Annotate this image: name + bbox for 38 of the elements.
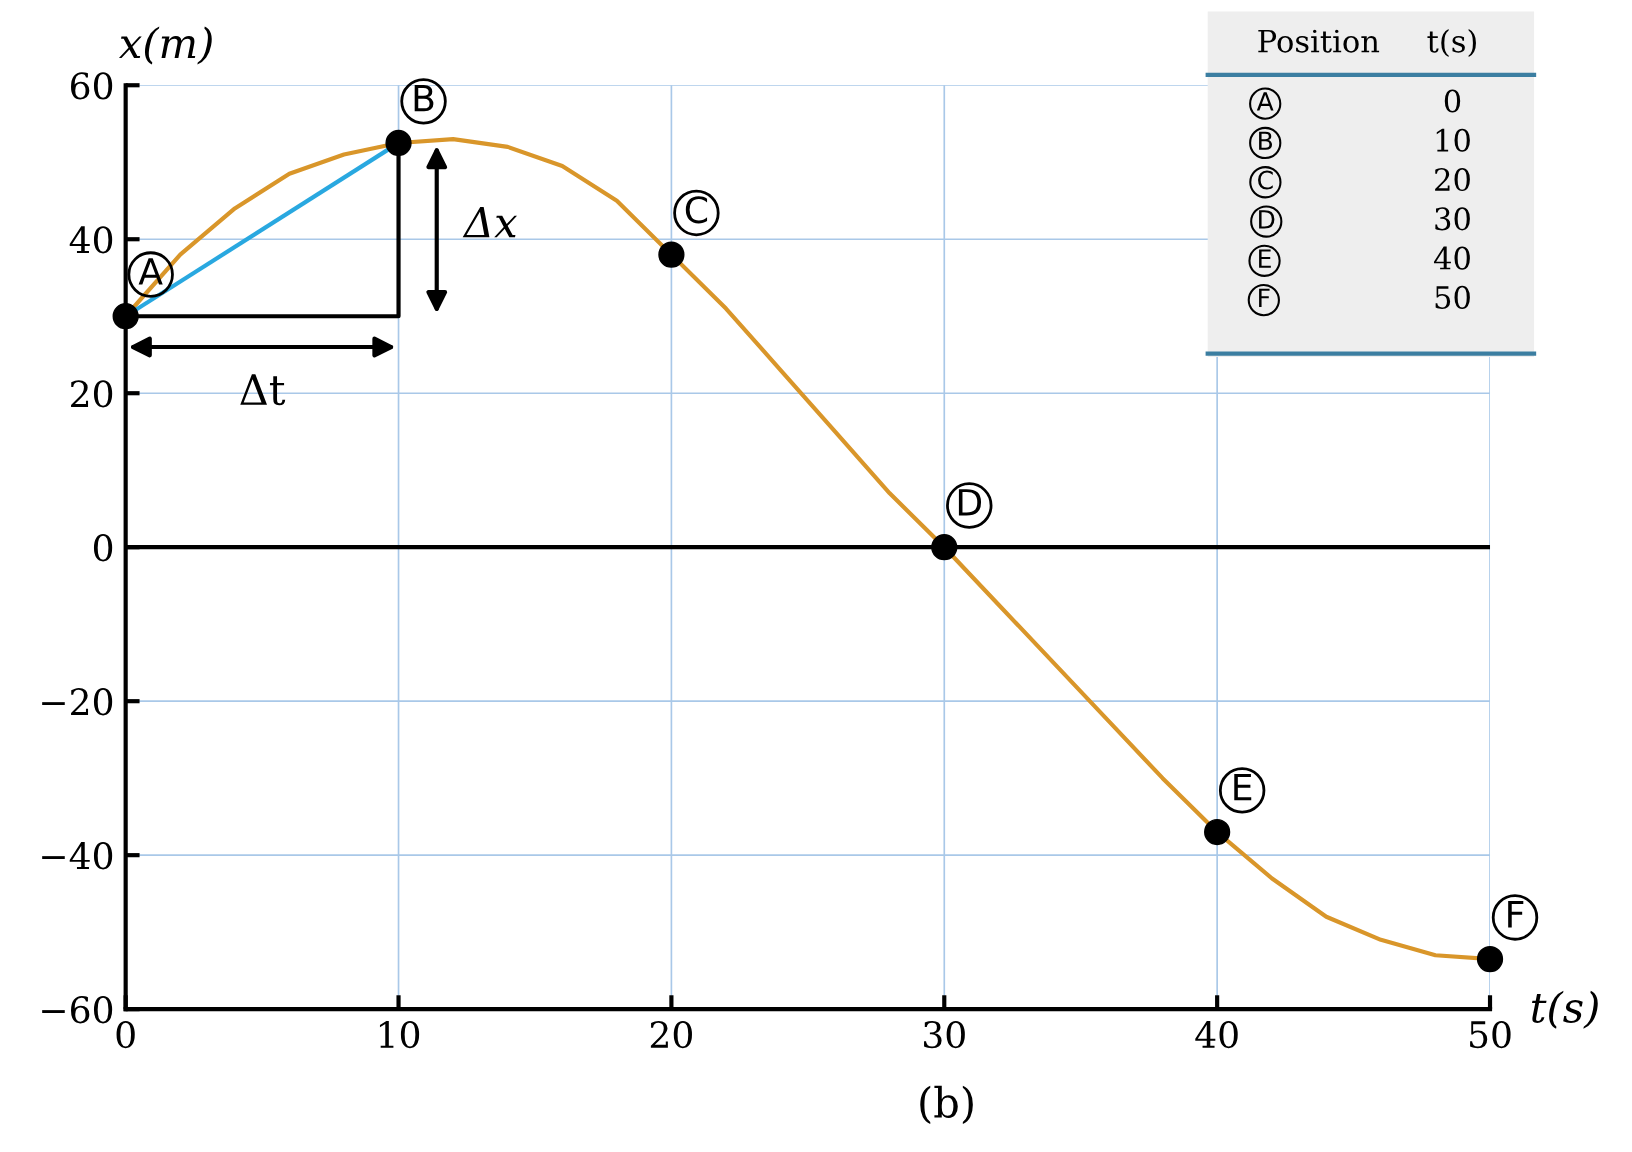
x-tick-label: 0 — [116, 1020, 135, 1049]
annotation: A — [1256, 92, 1274, 111]
y-tick-label: −20 — [42, 688, 113, 716]
x-tick-label: 30 — [924, 1020, 965, 1049]
x-axis-title: t(s) — [1532, 990, 1598, 1029]
annotation: 40 — [1433, 246, 1470, 270]
annotation: D — [1259, 210, 1275, 229]
y-tick-label: −60 — [42, 996, 113, 1024]
x-tick-label: 40 — [1195, 1020, 1238, 1049]
text: (b) — [920, 1085, 973, 1124]
annotation: 0 — [1444, 89, 1461, 113]
annotation: 10 — [1436, 128, 1470, 152]
annotation: B — [414, 84, 434, 112]
annotation: E — [1259, 249, 1271, 268]
x-tick-label: 10 — [379, 1020, 420, 1049]
y-axis-title: x(m) — [118, 26, 212, 65]
y-tick-label: 60 — [71, 72, 113, 100]
text: t(s) — [1427, 28, 1476, 57]
y-tick-label: −40 — [42, 842, 113, 870]
annotation: 30 — [1435, 207, 1470, 231]
y-tick-label: 0 — [93, 534, 113, 562]
annotation: Δt — [240, 374, 286, 406]
y-tick-label: 40 — [69, 226, 113, 254]
y-tick-label: 20 — [71, 380, 113, 408]
annotation: 50 — [1435, 285, 1470, 309]
x-tick-label: 50 — [1470, 1020, 1511, 1049]
annotation: F — [1259, 288, 1270, 307]
text: Position — [1258, 29, 1380, 53]
annotation: A — [138, 258, 163, 285]
annotation: B — [1259, 131, 1273, 150]
annotation: F — [1508, 901, 1524, 928]
x-tick-label: 20 — [650, 1020, 692, 1049]
annotation: Δx — [462, 206, 517, 238]
annotation: C — [685, 196, 708, 224]
annotation: E — [1234, 774, 1252, 801]
annotation: 20 — [1435, 168, 1470, 192]
annotation: D — [958, 489, 982, 516]
annotation: C — [1258, 170, 1273, 190]
